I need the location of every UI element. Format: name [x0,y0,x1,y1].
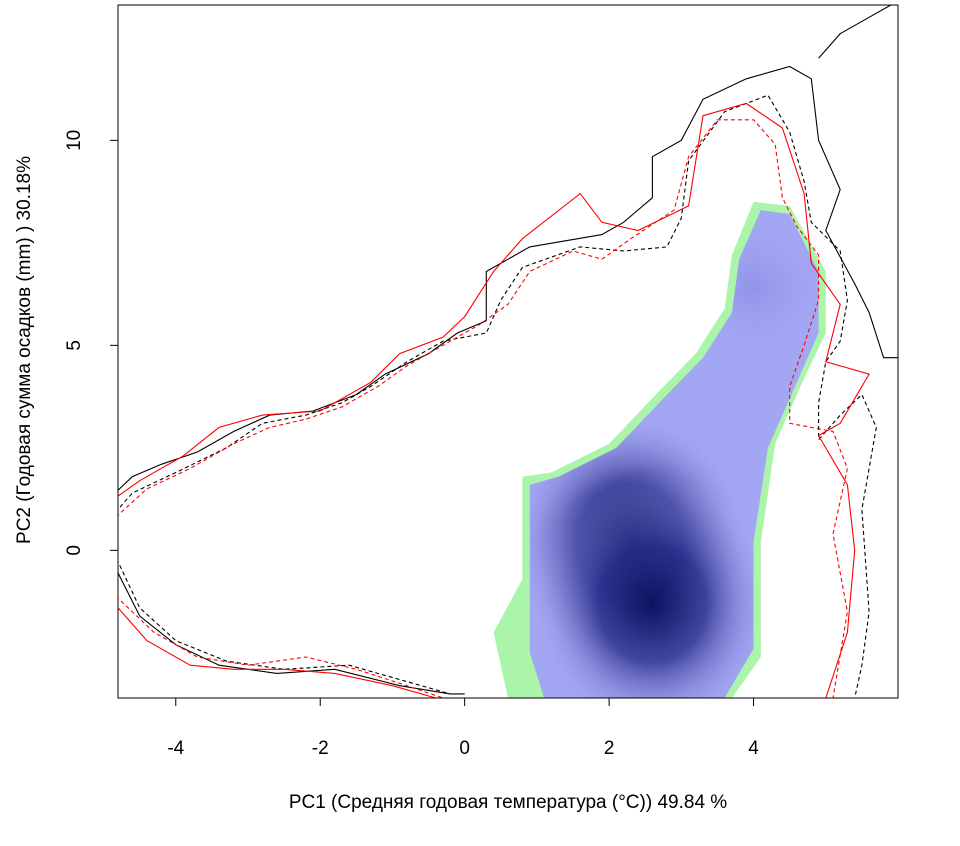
x-axis: -4 -2 0 2 4 [167,697,759,759]
contour-line [118,597,444,698]
contour-line [118,571,465,695]
contour-line [118,606,436,698]
contour-line [118,119,848,698]
y-tick-label: 10 [64,130,85,151]
contour-line [118,94,877,698]
x-tick-label: 0 [459,738,470,759]
contour-line [818,5,892,59]
plot-area [118,5,898,698]
contour-line [118,65,898,492]
density-peak [532,473,773,698]
x-tick-label: -4 [167,738,184,759]
contour-line [118,102,870,698]
contour-line [118,560,451,695]
contour-lines [118,5,898,698]
y-axis: 0 5 10 [64,130,119,556]
x-axis-label: PC1 (Средняя годовая температура (°C)) 4… [289,792,727,813]
y-axis-label: PC2 (Годовая сумма осадков (mm) ) 30.18% [14,156,35,544]
y-tick-label: 5 [64,340,85,351]
density-peaks [529,212,819,698]
x-tick-label: 2 [604,738,615,759]
x-tick-label: 4 [748,738,759,759]
x-tick-label: -2 [312,738,329,759]
density-peak [673,212,819,363]
y-tick-label: 0 [64,545,85,556]
density-heatmap [529,210,819,698]
